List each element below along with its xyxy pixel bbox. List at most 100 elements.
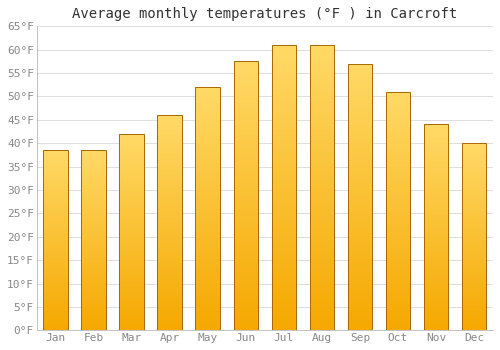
Bar [386,243,410,244]
Bar [272,47,296,48]
Bar [386,252,410,253]
Bar [424,258,448,259]
Bar [234,287,258,289]
Bar [462,230,486,231]
Bar [348,180,372,181]
Bar [386,236,410,237]
Bar [44,312,68,313]
Bar [82,202,106,203]
Bar [386,154,410,155]
Bar [348,237,372,238]
Bar [158,201,182,202]
Bar [462,182,486,183]
Bar [462,308,486,309]
Bar [120,190,144,191]
Bar [272,95,296,96]
Bar [462,144,486,145]
Bar [386,188,410,190]
Bar [120,232,144,233]
Bar [120,294,144,295]
Bar [158,261,182,262]
Bar [272,152,296,153]
Bar [348,93,372,95]
Bar [348,106,372,108]
Bar [82,180,106,181]
Bar [348,294,372,296]
Bar [424,175,448,176]
Title: Average monthly temperatures (°F ) in Carcroft: Average monthly temperatures (°F ) in Ca… [72,7,458,21]
Bar [196,255,220,256]
Bar [348,86,372,88]
Bar [462,191,486,192]
Bar [120,166,144,167]
Bar [310,292,334,293]
Bar [234,157,258,158]
Bar [310,170,334,172]
Bar [386,274,410,275]
Bar [386,320,410,321]
Bar [196,326,220,327]
Bar [310,253,334,255]
Bar [120,206,144,208]
Bar [272,116,296,118]
Bar [196,119,220,120]
Bar [424,239,448,240]
Bar [158,143,182,144]
Bar [348,109,372,110]
Bar [424,238,448,239]
Bar [158,191,182,193]
Bar [272,249,296,250]
Bar [272,275,296,276]
Bar [120,296,144,297]
Bar [196,300,220,301]
Bar [348,310,372,312]
Bar [310,51,334,52]
Bar [310,88,334,89]
Bar [348,84,372,85]
Bar [120,272,144,273]
Bar [44,294,68,295]
Bar [310,139,334,141]
Bar [158,248,182,250]
Bar [234,95,258,96]
Bar [424,251,448,252]
Bar [44,198,68,199]
Bar [386,238,410,240]
Bar [196,285,220,287]
Bar [348,125,372,126]
Bar [348,181,372,182]
Bar [234,198,258,200]
Bar [272,65,296,66]
Bar [272,168,296,169]
Bar [386,222,410,223]
Bar [310,172,334,173]
Bar [44,228,68,229]
Bar [424,293,448,294]
Bar [272,76,296,78]
Bar [386,132,410,133]
Bar [44,266,68,267]
Bar [158,199,182,200]
Bar [234,212,258,213]
Bar [120,250,144,251]
Bar [44,302,68,303]
Bar [82,321,106,322]
Bar [310,104,334,105]
Bar [120,299,144,300]
Bar [386,192,410,193]
Bar [234,227,258,228]
Bar [196,215,220,216]
Bar [462,172,486,173]
Bar [196,311,220,312]
Bar [310,68,334,69]
Bar [310,223,334,225]
Bar [82,238,106,239]
Bar [310,276,334,278]
Bar [424,288,448,289]
Bar [158,213,182,214]
Bar [348,197,372,198]
Bar [158,309,182,310]
Bar [44,239,68,240]
Bar [310,209,334,210]
Bar [348,208,372,209]
